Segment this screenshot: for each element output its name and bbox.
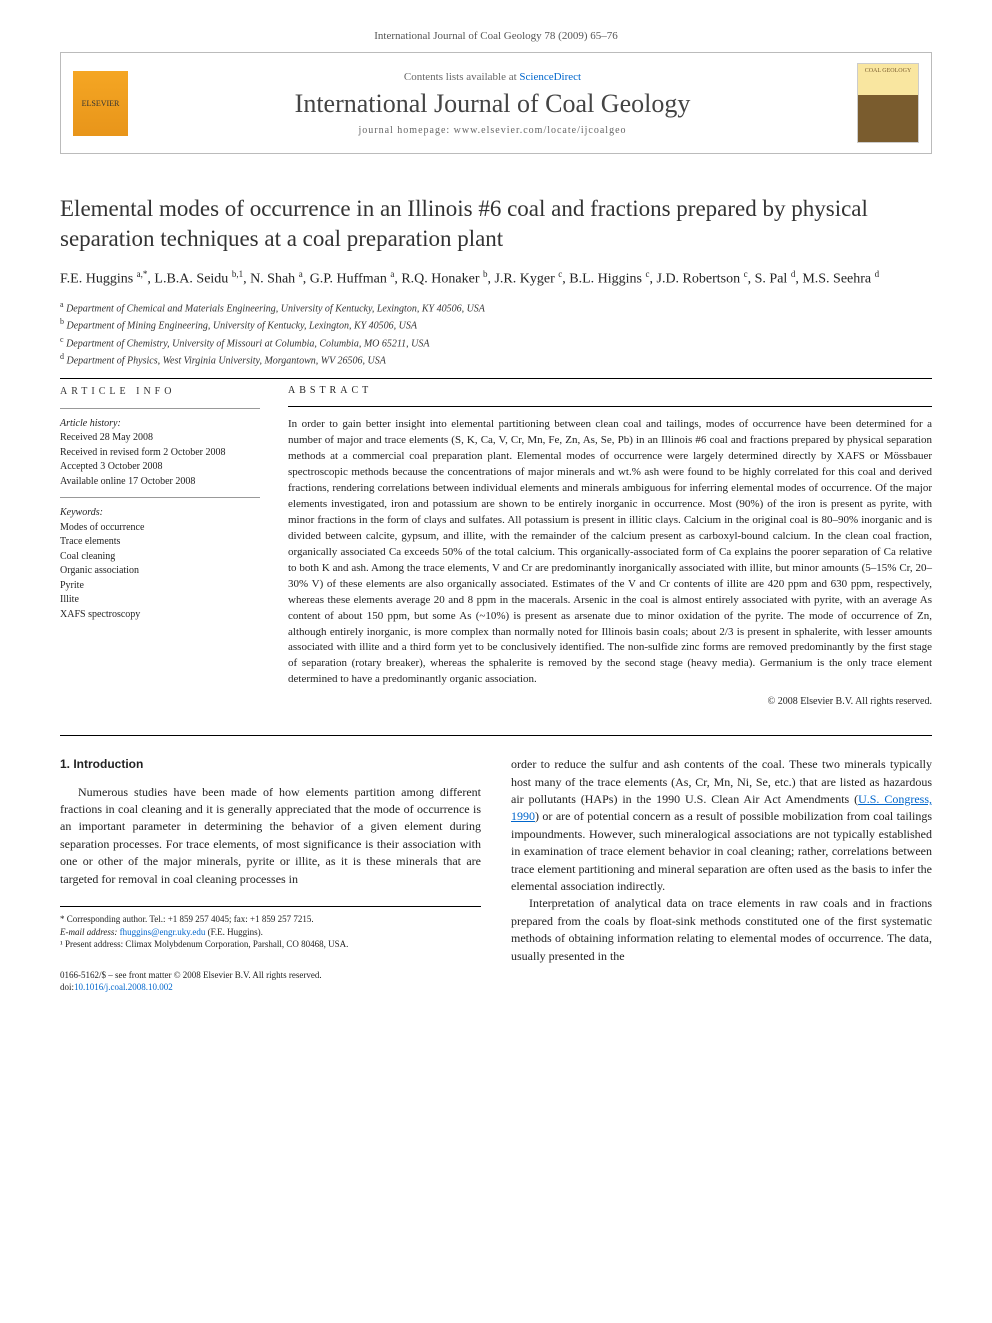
affiliation-line: c Department of Chemistry, University of… [60, 334, 932, 351]
elsevier-logo: ELSEVIER [73, 71, 128, 136]
keyword-line: Illite [60, 593, 260, 608]
body-two-column: 1. Introduction Numerous studies have be… [60, 756, 932, 994]
abstract-rule [288, 406, 932, 407]
affiliation-line: d Department of Physics, West Virginia U… [60, 351, 932, 368]
doi-link[interactable]: 10.1016/j.coal.2008.10.002 [74, 982, 173, 992]
abstract-heading: ABSTRACT [288, 385, 932, 396]
info-rule-2 [60, 497, 260, 498]
corresponding-author-note: * Corresponding author. Tel.: +1 859 257… [60, 913, 481, 926]
body-column-left: 1. Introduction Numerous studies have be… [60, 756, 481, 994]
rule-bottom [60, 735, 932, 736]
article-title: Elemental modes of occurrence in an Illi… [60, 194, 932, 254]
rule-top [60, 378, 932, 379]
journal-homepage-line: journal homepage: www.elsevier.com/locat… [142, 125, 843, 136]
journal-header-box: ELSEVIER Contents lists available at Sci… [60, 52, 932, 154]
abstract-copyright: © 2008 Elsevier B.V. All rights reserved… [288, 696, 932, 707]
doi-label: doi: [60, 982, 74, 992]
affiliation-line: a Department of Chemical and Materials E… [60, 299, 932, 316]
corresponding-email-link[interactable]: fhuggins@engr.uky.edu [120, 927, 206, 937]
email-line: E-mail address: fhuggins@engr.uky.edu (F… [60, 926, 481, 939]
history-line: Available online 17 October 2008 [60, 475, 260, 490]
abstract-column: ABSTRACT In order to gain better insight… [288, 385, 932, 707]
contents-available-line: Contents lists available at ScienceDirec… [142, 71, 843, 83]
email-author-name: (F.E. Huggins). [208, 927, 263, 937]
abstract-text: In order to gain better insight into ele… [288, 417, 932, 688]
article-info-column: ARTICLE INFO Article history: Received 2… [60, 385, 260, 707]
keyword-line: XAFS spectroscopy [60, 608, 260, 623]
journal-reference-header: International Journal of Coal Geology 78… [60, 30, 932, 42]
front-matter-line: 0166-5162/$ – see front matter © 2008 El… [60, 969, 481, 982]
history-line: Received in revised form 2 October 2008 [60, 446, 260, 461]
keyword-line: Organic association [60, 564, 260, 579]
header-center: Contents lists available at ScienceDirec… [142, 71, 843, 136]
footnotes-block: * Corresponding author. Tel.: +1 859 257… [60, 906, 481, 951]
body-column-right: order to reduce the sulfur and ash conte… [511, 756, 932, 994]
keywords-label: Keywords: [60, 506, 260, 521]
article-info-heading: ARTICLE INFO [60, 385, 260, 400]
journal-cover-thumbnail: COAL GEOLOGY [857, 63, 919, 143]
info-rule-1 [60, 408, 260, 409]
info-abstract-row: ARTICLE INFO Article history: Received 2… [60, 385, 932, 707]
intro-paragraph-1: Numerous studies have been made of how e… [60, 784, 481, 888]
present-address-note: ¹ Present address: Climax Molybdenum Cor… [60, 938, 481, 951]
doi-block: 0166-5162/$ – see front matter © 2008 El… [60, 969, 481, 994]
contents-prefix: Contents lists available at [404, 71, 519, 83]
keyword-line: Trace elements [60, 535, 260, 550]
intro-paragraph-2: Interpretation of analytical data on tra… [511, 895, 932, 965]
intro-paragraph-1-cont: order to reduce the sulfur and ash conte… [511, 756, 932, 895]
email-label: E-mail address: [60, 927, 117, 937]
affiliations-block: a Department of Chemical and Materials E… [60, 299, 932, 368]
keyword-line: Coal cleaning [60, 550, 260, 565]
citation-link[interactable]: U.S. Congress, 1990 [511, 792, 932, 823]
author-list: F.E. Huggins a,*, L.B.A. Seidu b,1, N. S… [60, 268, 932, 289]
journal-name: International Journal of Coal Geology [142, 89, 843, 119]
history-line: Received 28 May 2008 [60, 431, 260, 446]
article-history-label: Article history: [60, 417, 260, 432]
affiliation-line: b Department of Mining Engineering, Univ… [60, 316, 932, 333]
section-heading-introduction: 1. Introduction [60, 756, 481, 773]
sciencedirect-link[interactable]: ScienceDirect [519, 71, 581, 83]
history-line: Accepted 3 October 2008 [60, 460, 260, 475]
keyword-line: Pyrite [60, 579, 260, 594]
keyword-line: Modes of occurrence [60, 521, 260, 536]
